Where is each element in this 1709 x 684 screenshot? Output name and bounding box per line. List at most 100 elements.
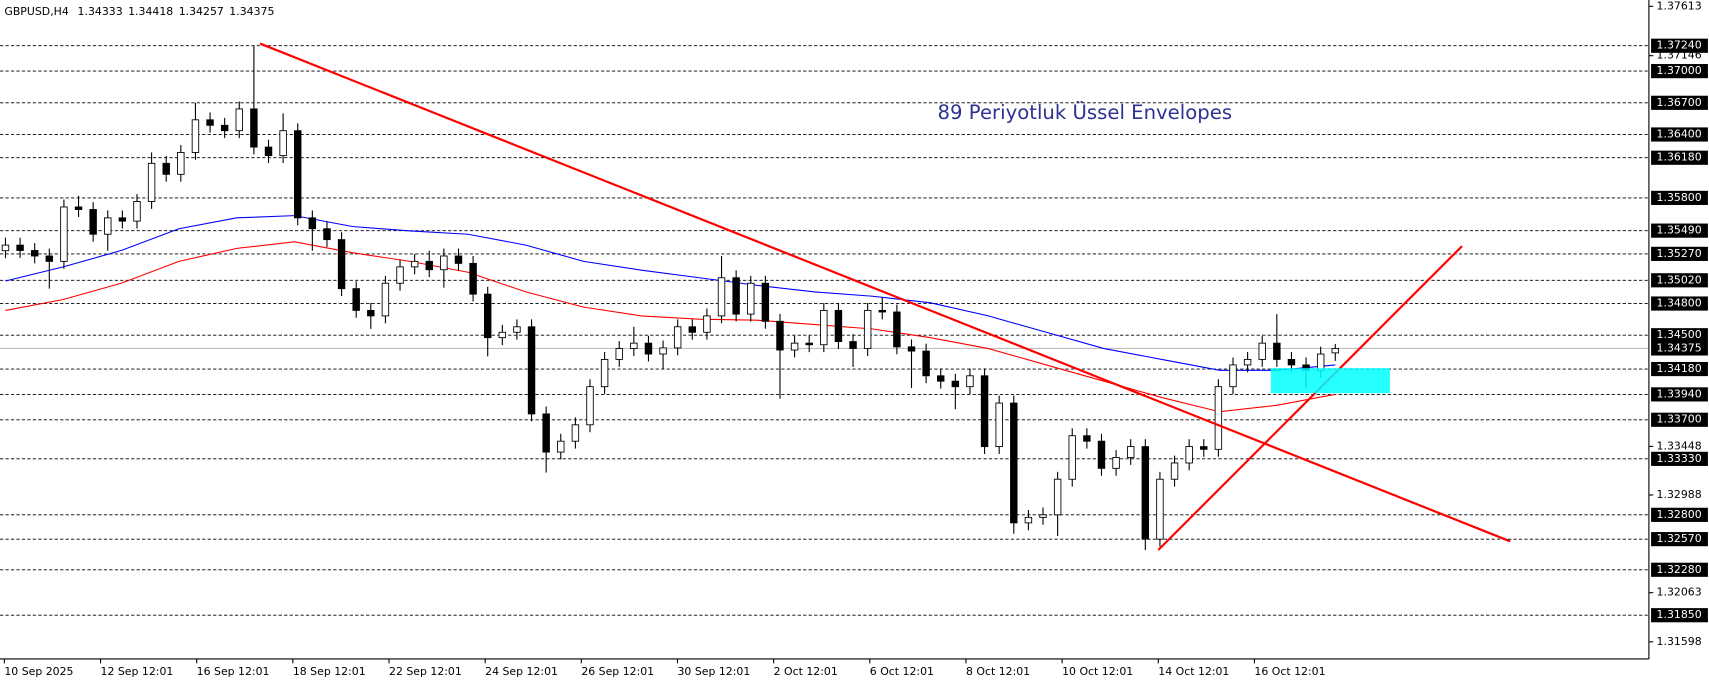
candle-body (323, 228, 331, 241)
candle-body (410, 260, 419, 268)
candle-body (1112, 457, 1120, 469)
x-tick-label: 10 Oct 12:01 (1062, 665, 1133, 678)
candle-body (849, 341, 857, 349)
candle-body (1156, 478, 1164, 540)
level-label: 1.34500 (1657, 328, 1702, 341)
level-label-box (1651, 412, 1708, 427)
candle-body (133, 201, 141, 222)
candle-body (104, 217, 112, 235)
candle-body (571, 424, 580, 442)
y-tick-label: 1.33448 (1657, 439, 1702, 452)
level-label-box (1651, 273, 1708, 288)
candle-body (980, 375, 989, 448)
quote-high: 1.34418 (128, 5, 173, 18)
candle-body (206, 119, 214, 126)
candle-body (337, 239, 346, 290)
candle-body (893, 311, 901, 348)
level-label: 1.33940 (1657, 387, 1702, 400)
y-tick-label: 1.31598 (1657, 635, 1702, 648)
x-tick-label: 8 Oct 12:01 (966, 665, 1030, 678)
level-label-box (1651, 150, 1708, 165)
level-label-box (1651, 296, 1708, 311)
candle-body (1243, 358, 1252, 366)
candle-body (703, 315, 711, 333)
candle-body (863, 309, 872, 349)
candle-body (1068, 435, 1076, 480)
candle-body (1287, 358, 1296, 366)
candle-body (615, 348, 623, 360)
candle-body (177, 152, 185, 175)
candle-body (1141, 446, 1150, 540)
quote-open: 1.34333 (78, 5, 123, 18)
candle-body (367, 309, 375, 317)
y-tick-label: 1.32988 (1657, 488, 1702, 501)
candle-body (1083, 435, 1091, 442)
candle-body (1229, 364, 1237, 388)
quote-close: 1.34375 (229, 5, 274, 18)
level-label: 1.35800 (1657, 191, 1702, 204)
candle-body (1126, 446, 1135, 458)
level-label: 1.32800 (1657, 508, 1702, 521)
level-label: 1.33330 (1657, 452, 1702, 465)
x-tick-label: 10 Sep 2025 (4, 665, 73, 678)
level-label: 1.34800 (1657, 297, 1702, 310)
trend-line-down (259, 42, 1511, 543)
candle-body (1258, 342, 1266, 360)
candle-body (220, 124, 229, 132)
candle-body (586, 386, 594, 426)
candle-body (1185, 446, 1193, 464)
candle-body (1273, 342, 1281, 360)
candle-body (89, 209, 97, 235)
candle-body (147, 162, 156, 202)
candle-body (162, 162, 170, 175)
candle-body (454, 255, 463, 264)
candle-body (1097, 440, 1106, 469)
level-label: 1.37240 (1657, 39, 1702, 52)
candle-body (805, 342, 813, 346)
level-label: 1.34180 (1657, 362, 1702, 375)
candle-body (30, 250, 39, 257)
candle-body (776, 320, 784, 351)
candle-body (673, 326, 682, 349)
annotation: 89 Periyotluk Üssel Envelopes (938, 101, 1233, 124)
x-tick-label: 24 Sep 12:01 (485, 665, 558, 678)
candle-body (45, 255, 54, 262)
candle-body (483, 293, 492, 339)
y-tick-label: 1.37613 (1657, 0, 1702, 12)
candle-body (352, 288, 360, 311)
candle-body (688, 326, 697, 333)
level-label-box (1651, 608, 1708, 623)
level-label: 1.31850 (1657, 608, 1702, 621)
candle-body (396, 266, 404, 284)
level-label: 1.35490 (1657, 224, 1702, 237)
level-label-box (1651, 387, 1708, 402)
candle-body (425, 260, 433, 271)
level-label-box (1651, 38, 1708, 53)
level-label-box (1651, 562, 1708, 577)
candle-body (1024, 516, 1033, 524)
x-tick-label: 16 Sep 12:01 (197, 665, 270, 678)
candle-body (1053, 478, 1062, 516)
y-tick-label: 1.32063 (1657, 586, 1702, 599)
candle-body (1214, 386, 1223, 450)
level-label-box (1651, 95, 1708, 110)
candle-body (600, 358, 609, 388)
candle-body (630, 342, 638, 349)
candle-body (937, 375, 945, 382)
candle-body (1, 244, 10, 252)
level-label: 1.32280 (1657, 563, 1702, 576)
candle-body (761, 282, 770, 322)
candle-body (790, 342, 799, 351)
candle-body (1331, 348, 1340, 354)
candle-body (922, 350, 930, 377)
candle-body (1316, 353, 1325, 371)
candle-body (279, 130, 287, 157)
candle-body (717, 277, 726, 317)
candle-body (995, 402, 1003, 448)
candle-body (966, 375, 974, 388)
candle-body (250, 108, 258, 148)
axis-layer: 1.376131.371461.334481.329881.320631.315… (3, 0, 1708, 678)
candle-body (1200, 446, 1208, 450)
candle-body (557, 440, 565, 453)
